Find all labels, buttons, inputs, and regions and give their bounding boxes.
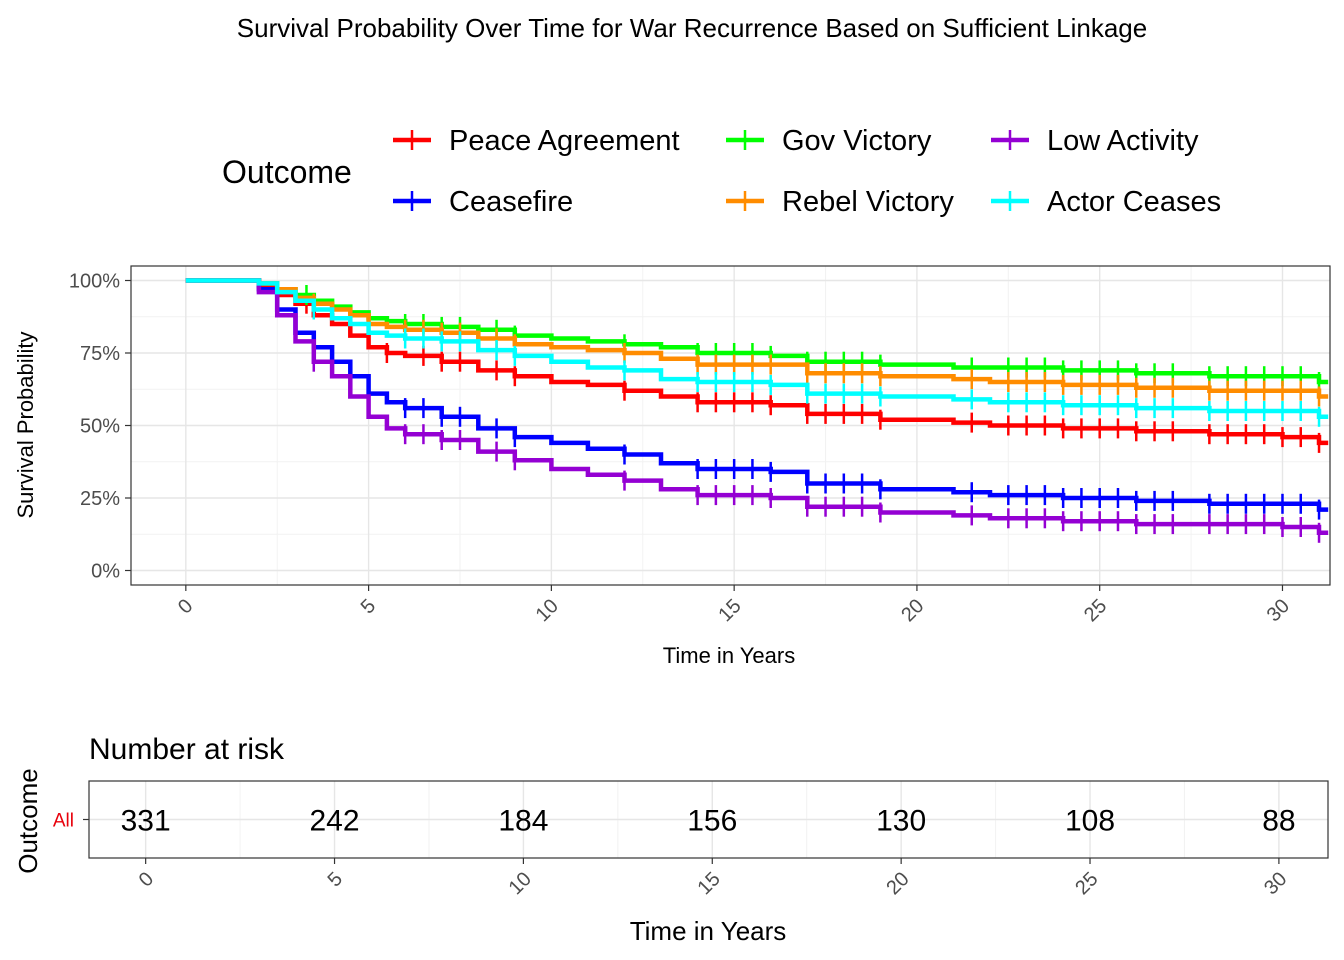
risk-count: 331 xyxy=(121,805,171,838)
main-plot-panel: 0 5 10 15 20 25 30 0% 25% 50% 75% 100% xyxy=(69,265,1331,626)
y-axis-label: Survival Probability xyxy=(13,331,38,518)
legend: Outcome Peace Agreement Ceasefire Gov Vict… xyxy=(222,125,1221,218)
legend-label: Ceasefire xyxy=(449,186,573,218)
legend-label: Low Activity xyxy=(1047,125,1199,157)
y-tick-label: 75% xyxy=(80,343,120,365)
risk-strata-label: All xyxy=(53,811,74,832)
legend-title: Outcome xyxy=(222,154,352,190)
risk-strata-labels: All xyxy=(53,811,89,832)
y-tick-label: 50% xyxy=(80,416,120,438)
y-tick-label: 0% xyxy=(91,561,120,583)
risk-y-axis-label: Outcome xyxy=(13,768,43,874)
y-tick-label: 25% xyxy=(80,488,120,510)
risk-grid xyxy=(89,781,1328,858)
risk-x-tick-label: 20 xyxy=(882,868,913,899)
legend-item-rebel-victory: Rebel Victory xyxy=(726,186,954,218)
risk-x-axis-label: Time in Years xyxy=(630,916,787,946)
survival-curve-actor-ceases xyxy=(185,278,1329,420)
x-tick-label: 20 xyxy=(897,595,928,626)
y-tick-label: 100% xyxy=(69,271,120,293)
main-grid xyxy=(131,266,1330,585)
legend-item-ceasefire: Ceasefire xyxy=(393,186,573,218)
risk-x-tick-label: 5 xyxy=(324,868,347,891)
risk-x-tick-label: 15 xyxy=(694,868,725,899)
legend-item-peace-agreement: Peace Agreement xyxy=(393,125,680,157)
risk-x-tick-label: 0 xyxy=(135,868,158,891)
risk-x-tick-label: 10 xyxy=(505,868,536,899)
risk-count: 184 xyxy=(498,805,548,838)
risk-x-axis: 0 5 10 15 20 25 30 xyxy=(135,858,1291,899)
risk-count: 242 xyxy=(310,805,360,838)
risk-counts: 331 242 184 156 130 108 88 xyxy=(121,805,1296,838)
legend-item-gov-victory: Gov Victory xyxy=(726,125,932,157)
x-tick-label: 25 xyxy=(1080,595,1111,626)
x-axis-label: Time in Years xyxy=(663,643,795,668)
main-x-axis: 0 5 10 15 20 25 30 xyxy=(174,585,1294,626)
risk-table-panel: 331 242 184 156 130 108 88 0 5 10 15 20 25 30 All xyxy=(53,780,1329,899)
series-rebel-victory xyxy=(185,278,1329,407)
risk-count: 130 xyxy=(876,805,926,838)
x-tick-label: 5 xyxy=(357,595,380,618)
survival-curve-ceasefire xyxy=(185,278,1329,512)
legend-label: Peace Agreement xyxy=(449,125,680,157)
series-low-activity xyxy=(185,278,1329,543)
risk-x-tick-label: 30 xyxy=(1260,868,1291,899)
x-tick-label: 0 xyxy=(174,595,197,618)
x-tick-label: 30 xyxy=(1263,595,1294,626)
risk-x-tick-label: 25 xyxy=(1071,868,1102,899)
survival-curve-rebel-victory xyxy=(185,278,1329,399)
series-ceasefire xyxy=(185,278,1329,520)
legend-label: Gov Victory xyxy=(782,125,932,157)
legend-label: Rebel Victory xyxy=(782,186,954,218)
risk-count: 108 xyxy=(1065,805,1115,838)
survival-curve-low-activity xyxy=(185,278,1329,536)
x-tick-label: 10 xyxy=(532,595,563,626)
legend-item-low-activity: Low Activity xyxy=(991,125,1199,157)
series-peace-agreement xyxy=(185,278,1329,453)
risk-count: 88 xyxy=(1262,805,1295,838)
legend-item-actor-ceases: Actor Ceases xyxy=(991,186,1221,218)
main-series-layer xyxy=(185,278,1329,543)
x-tick-label: 15 xyxy=(714,595,745,626)
main-y-axis: 0% 25% 50% 75% 100% xyxy=(69,271,131,583)
risk-table-title: Number at risk xyxy=(89,733,285,766)
survival-curve-peace-agreement xyxy=(185,278,1329,446)
series-actor-ceases xyxy=(185,278,1329,427)
chart-title: Survival Probability Over Time for War R… xyxy=(237,13,1147,43)
legend-label: Actor Ceases xyxy=(1047,186,1221,218)
risk-count: 156 xyxy=(687,805,737,838)
